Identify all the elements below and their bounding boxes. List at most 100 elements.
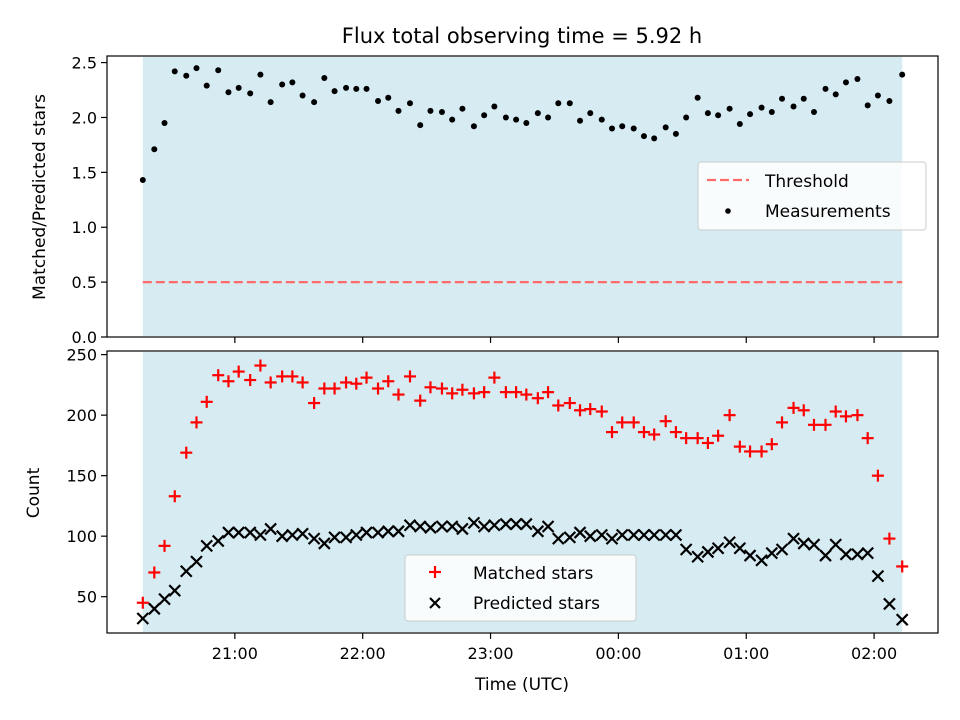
chart-title: Flux total observing time = 5.92 h bbox=[342, 24, 702, 48]
predicted-stars-point bbox=[743, 549, 757, 562]
matched-stars-point bbox=[787, 401, 800, 414]
matched-stars-point bbox=[861, 432, 874, 445]
predicted-stars-point bbox=[829, 538, 843, 551]
predicted-stars-point bbox=[371, 526, 385, 539]
measurement-point bbox=[608, 125, 615, 132]
matched-stars-point bbox=[542, 386, 555, 399]
predicted-stars-point bbox=[883, 597, 896, 611]
predicted-stars-point bbox=[711, 542, 725, 555]
measurement-point bbox=[257, 71, 264, 78]
measurement-point bbox=[225, 89, 232, 96]
bottom-legend: Matched stars Predicted stars bbox=[404, 554, 637, 622]
measurement-point bbox=[193, 65, 200, 72]
matched-stars-point bbox=[765, 438, 778, 451]
y-tick-label: 100 bbox=[66, 527, 97, 546]
measurement-point bbox=[523, 119, 530, 126]
measurement-point bbox=[363, 85, 370, 92]
predicted-stars-point bbox=[895, 613, 909, 626]
measurement-point bbox=[747, 111, 754, 118]
predicted-stars-point bbox=[200, 539, 213, 553]
measurement-point bbox=[375, 98, 382, 105]
matched-stars-point bbox=[276, 370, 289, 383]
x-tick-label: 21:00 bbox=[212, 644, 258, 663]
legend-measurements-label: Measurements bbox=[765, 202, 891, 222]
measurement-point bbox=[854, 76, 861, 83]
measurement-point bbox=[534, 110, 541, 117]
bottom-y-axis-ticks: 50 100 150 200 250 bbox=[66, 346, 107, 607]
matched-stars-point bbox=[328, 382, 341, 395]
top-y-axis-ticks: 0.0 0.5 1.0 1.5 2.0 2.5 bbox=[72, 54, 107, 347]
matched-stars-point bbox=[797, 404, 810, 417]
matched-stars-point bbox=[222, 375, 235, 388]
legend-threshold-label: Threshold bbox=[764, 172, 849, 192]
predicted-stars-point bbox=[647, 528, 661, 542]
predicted-stars-point bbox=[307, 532, 321, 545]
matched-stars-point bbox=[563, 397, 576, 410]
y-tick-label: 2.5 bbox=[72, 54, 97, 73]
measurement-point bbox=[353, 85, 360, 92]
predicted-stars-point bbox=[179, 564, 193, 578]
measurement-point bbox=[279, 81, 286, 88]
top-legend-box bbox=[697, 161, 927, 231]
matched-stars-point bbox=[531, 392, 544, 405]
measurement-points bbox=[139, 65, 906, 184]
predicted-stars-point bbox=[552, 532, 565, 545]
predicted-stars-point bbox=[861, 546, 874, 560]
matched-stars-point bbox=[616, 416, 629, 429]
matched-stars-point bbox=[286, 370, 299, 383]
measurement-point bbox=[842, 79, 849, 86]
matched-stars-point bbox=[712, 429, 725, 442]
predicted-stars-point bbox=[168, 584, 182, 597]
predicted-stars-point bbox=[254, 528, 267, 542]
predicted-stars-point bbox=[573, 526, 587, 539]
predicted-stars-point bbox=[819, 549, 832, 562]
legend-matched-label: Matched stars bbox=[473, 564, 593, 584]
measurement-point bbox=[566, 100, 573, 107]
matched-stars-point bbox=[723, 409, 736, 422]
measurement-point bbox=[758, 104, 765, 111]
predicted-stars-point bbox=[595, 528, 609, 542]
measurement-point bbox=[619, 123, 626, 130]
matched-stars-point bbox=[478, 386, 491, 399]
matched-stars-point bbox=[755, 445, 768, 458]
matched-stars-point bbox=[839, 410, 852, 423]
matched-stars-point bbox=[414, 394, 427, 407]
measurement-point bbox=[385, 94, 392, 101]
matched-stars-point bbox=[296, 376, 309, 389]
predicted-stars-point bbox=[851, 548, 864, 561]
matched-stars-point bbox=[669, 426, 682, 439]
matched-stars-point bbox=[456, 383, 469, 396]
measurement-point bbox=[587, 110, 594, 117]
predicted-stars-point bbox=[339, 531, 353, 544]
measurement-point bbox=[406, 100, 413, 107]
matched-stars-point bbox=[648, 428, 661, 441]
legend-matched-swatch bbox=[429, 566, 441, 578]
y-tick-label: 50 bbox=[77, 588, 97, 607]
measurement-point bbox=[247, 90, 254, 97]
predicted-stars-point bbox=[797, 537, 811, 550]
matched-stars-point bbox=[435, 382, 448, 395]
measurement-point bbox=[299, 92, 306, 99]
predicted-stars-point bbox=[435, 520, 449, 533]
predicted-stars-point bbox=[328, 531, 341, 544]
predicted-stars-point bbox=[627, 528, 641, 542]
measurement-point bbox=[459, 105, 466, 112]
measurement-point bbox=[790, 103, 797, 110]
matched-stars-point bbox=[680, 432, 693, 445]
predicted-stars-point bbox=[701, 545, 715, 559]
predicted-stars-point bbox=[264, 522, 277, 536]
matched-stars-point bbox=[467, 387, 480, 400]
bottom-x-axis-ticks: 21:00 22:00 23:00 00:00 01:00 02:00 bbox=[212, 633, 897, 663]
y-tick-label: 2.0 bbox=[72, 108, 97, 127]
matched-stars-point bbox=[807, 418, 820, 431]
measurement-point bbox=[513, 116, 520, 123]
matched-stars-point bbox=[851, 409, 864, 422]
y-tick-label: 150 bbox=[66, 467, 97, 486]
matched-stars-point bbox=[819, 418, 832, 431]
matched-stars-point bbox=[520, 388, 533, 401]
measurement-point bbox=[662, 124, 669, 131]
predicted-stars-point bbox=[615, 528, 629, 542]
measurement-point bbox=[810, 108, 817, 115]
predicted-stars-point bbox=[839, 548, 853, 561]
measurement-point bbox=[736, 121, 743, 128]
